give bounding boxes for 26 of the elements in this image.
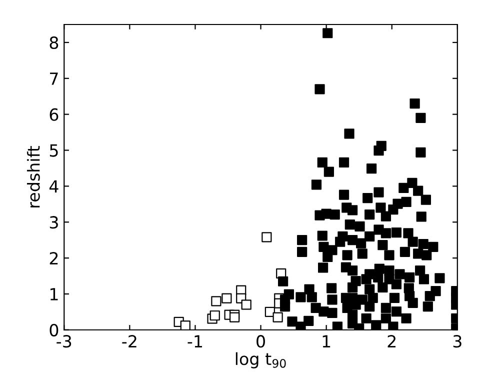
point [210,310,220,321]
x-axis-title: log t$_{90}$ [236,352,286,368]
x-tick-label: -3 [56,335,72,348]
point [180,320,190,330]
point [262,232,272,242]
y-tick-label: 8 [50,36,58,50]
point [272,312,283,322]
y-axis-title: redshift [26,146,40,208]
point [241,300,252,310]
y-tick-label: 3 [50,216,58,229]
y-tick-label: 6 [50,108,58,121]
point [222,293,232,304]
y-tick-label: 5 [50,144,58,157]
x-tick-label: 1 [322,335,330,348]
point [211,296,222,306]
y-tick-label: 1 [50,288,58,300]
y-tick-label: 0 [50,324,58,336]
x-tick-label: 3 [453,335,462,348]
x-tick-label: 0 [256,335,265,348]
x-tick-label: -2 [122,335,136,348]
point [229,312,240,322]
y-tick-label: 2 [50,252,58,264]
x-tick-label: 2 [388,335,396,348]
y-tick-label: 7 [50,72,58,85]
x-tick-label: -1 [188,335,202,348]
y-tick-label: 4 [49,180,58,193]
